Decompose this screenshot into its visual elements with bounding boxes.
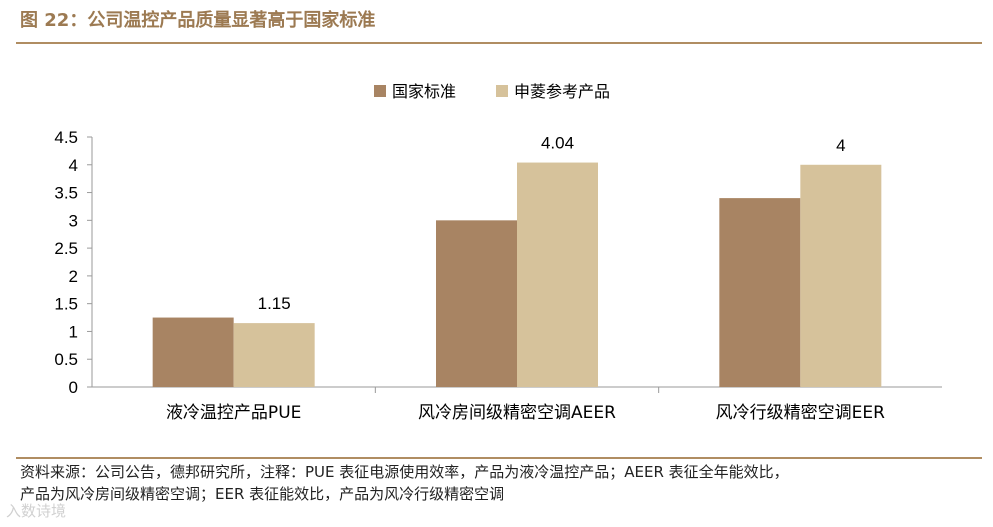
x-tick-label: 液冷温控产品PUE	[166, 403, 301, 423]
legend-swatch	[496, 85, 508, 97]
y-tick-label: 0.5	[54, 350, 78, 369]
data-label: 1.15	[258, 294, 291, 313]
x-tick-label: 风冷房间级精密空调AEER	[418, 403, 616, 423]
data-label: 4.04	[541, 134, 574, 153]
data-labels: 1.15 4.04 4	[258, 134, 846, 314]
legend-label: 国家标准	[392, 82, 456, 101]
legend-label: 申菱参考产品	[514, 82, 610, 101]
watermark: 入数诗境	[6, 502, 67, 520]
bar-reference-product	[517, 162, 598, 387]
y-tick-label: 4	[69, 156, 78, 175]
source-note-line-1: 资料来源：公司公告，德邦研究所，注释：PUE 表征电源使用效率，产品为液冷温控产…	[20, 463, 789, 481]
bars	[152, 162, 882, 387]
bar-national-standard	[719, 198, 801, 387]
legend: 国家标准 申菱参考产品	[374, 82, 610, 101]
title-divider	[16, 42, 982, 44]
y-tick-label: 2.5	[54, 239, 78, 258]
x-tick-label: 风冷行级精密空调EER	[716, 403, 885, 423]
y-tick-label: 0	[69, 378, 78, 397]
y-tick-label: 3.5	[54, 184, 78, 203]
y-tick-label: 2	[69, 267, 78, 286]
figure-title: 图 22：公司温控产品质量显著高于国家标准	[20, 10, 376, 31]
bar-reference-product	[233, 323, 315, 387]
notes-divider	[16, 457, 982, 459]
x-axis: 液冷温控产品PUE 风冷房间级精密空调AEER 风冷行级精密空调EER	[92, 386, 942, 423]
y-tick-label: 4.5	[54, 128, 78, 147]
y-tick-label: 3	[69, 211, 78, 230]
bar-chart: 国家标准 申菱参考产品 0 0.5 1 1.5 2 2.5 3 3.5 4 4.5 液冷温控产品PU…	[54, 82, 942, 423]
data-label: 4	[836, 136, 845, 155]
y-tick-label: 1.5	[54, 295, 78, 314]
source-note-line-2: 产品为风冷房间级精密空调；EER 表征能效比，产品为风冷行级精密空调	[20, 485, 505, 503]
legend-swatch	[374, 85, 386, 97]
bar-national-standard	[152, 317, 234, 387]
y-tick-label: 1	[69, 322, 78, 341]
source-notes: 资料来源：公司公告，德邦研究所，注释：PUE 表征电源使用效率，产品为液冷温控产…	[20, 461, 980, 505]
bar-reference-product	[800, 164, 882, 387]
y-axis: 0 0.5 1 1.5 2 2.5 3 3.5 4 4.5	[54, 128, 93, 397]
bar-national-standard	[436, 220, 517, 387]
